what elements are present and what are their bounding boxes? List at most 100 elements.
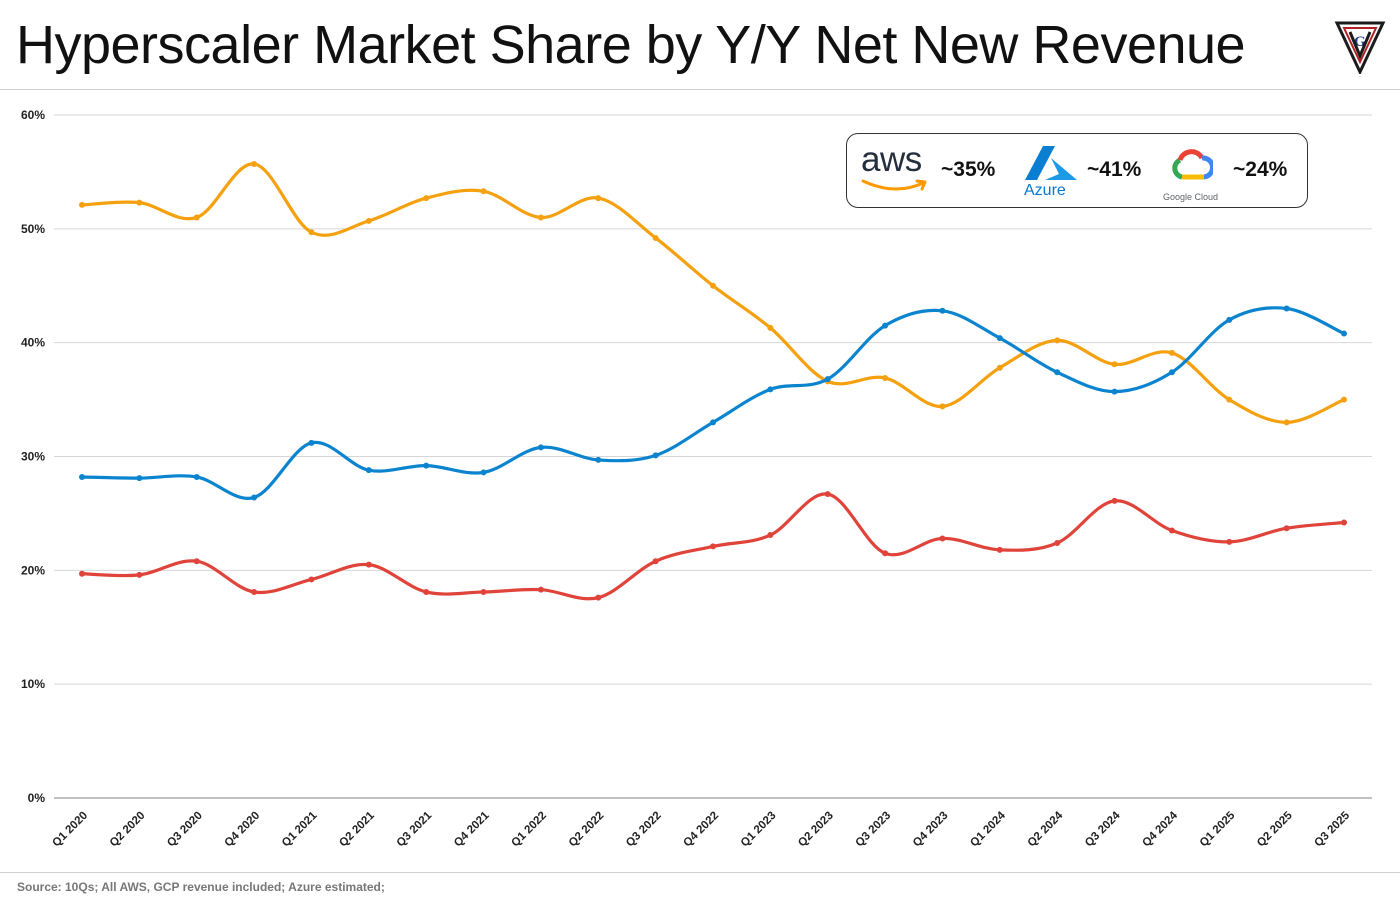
series-line-azure [80,306,1346,500]
page-title: Hyperscaler Market Share by Y/Y Net New … [16,15,1246,75]
data-point-aws [996,364,1003,371]
data-point-azure [251,494,258,501]
google-cloud-icon [1172,149,1213,180]
x-tick-label: Q3 2021 [395,809,435,849]
data-point-aws [423,195,430,202]
y-tick-label: 60% [21,108,45,122]
data-point-google-cloud [1226,538,1233,545]
x-tick-label: Q3 2022 [624,810,664,850]
x-tick-label: Q1 2021 [280,809,320,849]
series-aws [79,160,1347,426]
y-tick-label: 50% [21,222,45,236]
x-tick-label: Q4 2021 [452,809,492,849]
x-tick-label: Q1 2025 [1198,809,1238,849]
data-point-aws [1283,419,1290,426]
data-point-azure [939,307,946,314]
footer-divider [0,872,1400,873]
x-tick-label: Q3 2025 [1312,809,1352,849]
x-tick-label: Q4 2024 [1140,809,1180,849]
data-point-google-cloud [1168,527,1175,534]
data-point-google-cloud [423,588,430,595]
x-tick-label: Q4 2020 [223,810,263,850]
data-point-google-cloud [652,558,659,565]
data-point-azure [537,444,544,451]
data-point-azure [308,439,315,446]
data-point-azure [882,322,889,329]
y-tick-label: 30% [21,450,45,464]
legend: aws ~35% Azure ~41% Google Cloud ~24% [846,133,1308,208]
data-point-aws [1226,396,1233,403]
series-line-google-cloud [80,492,1346,601]
data-point-aws [251,160,258,167]
data-point-aws [595,195,602,202]
x-tick-label: Q4 2023 [911,810,951,850]
x-tick-label: Q2 2022 [567,810,607,850]
data-point-google-cloud [136,571,143,578]
azure-icon [1025,146,1077,180]
line-chart: 0% 10% 20% 30% 40% 50% 60% Q1 2020 Q2 2020 Q3 20… [21,108,1372,850]
data-point-aws [308,229,315,236]
gcp-share: ~24% [1233,158,1288,181]
x-tick-label: Q1 2020 [50,810,90,850]
y-tick-label: 10% [21,677,45,691]
data-point-azure [652,452,659,459]
data-point-aws [365,217,372,224]
data-point-azure [1226,316,1233,323]
data-point-azure [767,386,774,393]
data-point-google-cloud [882,550,889,557]
data-point-google-cloud [939,535,946,542]
y-tick-label: 0% [28,791,46,805]
header-divider [0,89,1400,90]
x-tick-label: Q2 2021 [337,809,377,849]
data-point-azure [824,376,831,383]
data-point-aws [136,199,143,206]
azure-logo-text: Azure [1024,182,1066,199]
series-google-cloud [79,491,1347,601]
data-point-google-cloud [308,576,315,583]
data-point-google-cloud [79,570,85,577]
gridlines [54,114,1372,799]
aws-share: ~35% [941,158,996,181]
data-point-azure [1111,388,1118,395]
data-point-google-cloud [996,546,1003,553]
data-point-aws [1341,396,1347,403]
data-point-azure [996,335,1003,342]
x-tick-label: Q2 2024 [1026,809,1066,849]
aws-logo: aws [861,140,922,179]
data-point-google-cloud [365,561,372,568]
data-point-aws [1111,361,1118,368]
data-point-aws [193,214,200,221]
data-point-google-cloud [1054,540,1061,547]
data-point-google-cloud [480,588,487,595]
series-lines [79,160,1347,601]
data-point-google-cloud [824,491,831,498]
data-point-google-cloud [710,543,716,550]
data-point-azure [1341,330,1347,337]
data-point-aws [710,282,716,289]
data-point-aws [537,214,544,221]
data-point-azure [193,473,200,480]
data-point-azure [1168,369,1175,376]
y-tick-label: 20% [21,563,45,577]
y-axis: 0% 10% 20% 30% 40% 50% 60% [21,108,45,805]
data-point-google-cloud [251,588,258,595]
data-point-google-cloud [193,558,200,565]
data-point-google-cloud [1283,525,1290,532]
x-tick-label: Q4 2022 [681,810,721,850]
google-cloud-logo-text: Google Cloud [1163,192,1219,202]
x-tick-label: Q3 2020 [165,810,205,850]
data-point-google-cloud [537,586,544,593]
data-point-azure [710,419,716,426]
x-tick-label: Q1 2023 [739,810,779,850]
data-point-azure [365,467,372,474]
x-tick-label: Q2 2025 [1255,809,1295,849]
x-tick-label: Q1 2022 [509,810,549,850]
data-point-azure [136,475,143,482]
data-point-aws [79,201,85,208]
source-note: Source: 10Qs; All AWS, GCP revenue inclu… [17,880,385,894]
data-point-aws [1168,349,1175,356]
data-point-azure [595,456,602,463]
data-point-google-cloud [1341,519,1347,526]
data-point-azure [79,473,85,480]
data-point-azure [423,462,430,469]
